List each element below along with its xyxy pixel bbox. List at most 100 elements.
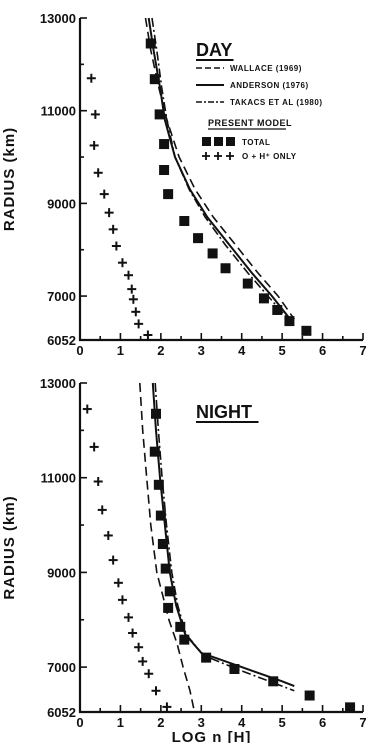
data-point-o-hplus (124, 612, 134, 622)
data-point-o-hplus (86, 73, 96, 83)
y-tick-label: 6052 (47, 705, 76, 720)
legend-line-label: ANDERSON (1976) (230, 81, 309, 90)
x-tick-label: 6 (319, 343, 326, 358)
data-point-o-hplus (90, 109, 100, 119)
data-point-o-hplus (89, 140, 99, 150)
legend-line-label: WALLACE (1969) (230, 64, 302, 73)
data-point-total (201, 652, 212, 663)
data-point-o-hplus (111, 241, 121, 251)
series-line-solid (151, 382, 295, 688)
y-tick-label: 6052 (47, 333, 76, 348)
data-point-total (154, 109, 165, 120)
data-point-o-hplus (93, 168, 103, 178)
data-point-o-hplus (128, 628, 138, 638)
y-tick-label: 11000 (41, 104, 76, 119)
x-tick-label: 0 (76, 343, 83, 358)
x-tick-label: 1 (117, 715, 124, 730)
data-point-o-hplus (97, 505, 107, 515)
data-point-o-hplus (124, 270, 134, 280)
data-point-total (229, 664, 240, 675)
data-point-o-hplus (93, 476, 103, 486)
data-point-o-hplus (99, 189, 109, 199)
legend-square (202, 137, 211, 146)
data-point-o-hplus (162, 702, 172, 712)
data-point-total (149, 74, 160, 85)
panel-title: DAY (196, 40, 232, 60)
panel-title: NIGHT (196, 402, 252, 422)
data-point-total (157, 538, 168, 549)
data-point-total (145, 38, 156, 49)
x-axis-title: LOG n [H] (172, 729, 252, 743)
data-point-total (304, 690, 315, 701)
data-point-total (258, 293, 269, 304)
x-tick-label: 0 (76, 715, 83, 730)
series-line-dashdot (151, 17, 289, 320)
day-panel: 0 1 2 3 4 5 6 7 6052 7000 9000 11000 13000 RADIUS (km… (1, 11, 367, 358)
x-tick-label: 5 (279, 343, 286, 358)
data-point-o-hplus (89, 442, 99, 452)
legend-square (214, 137, 223, 146)
data-point-o-hplus (113, 578, 123, 588)
data-point-o-hplus (131, 307, 141, 317)
data-point-o-hplus (108, 555, 118, 565)
axis-frame (78, 383, 363, 714)
y-tick-label: 7000 (47, 289, 76, 304)
data-point-o-hplus (134, 642, 144, 652)
data-point-o-hplus (104, 208, 114, 218)
y-tick-label: 13000 (40, 11, 76, 26)
series-line-dashed (139, 382, 195, 710)
legend-square (226, 137, 235, 146)
y-tick-label: 11000 (41, 471, 76, 486)
data-point-total (179, 215, 190, 226)
data-point-total (242, 278, 253, 289)
data-point-o-hplus (144, 669, 154, 679)
data-point-total (193, 233, 204, 244)
data-point-total (272, 304, 283, 315)
data-point-o-hplus (117, 258, 127, 268)
y-tick-label: 13000 (40, 376, 76, 391)
night-panel: 0 1 2 3 4 5 6 7 6052 7000 9000 11000 13000 RADIUS (km… (1, 376, 367, 743)
data-point-total (268, 676, 279, 687)
y-tick-label: 7000 (47, 660, 76, 675)
x-tick-label: 4 (238, 715, 246, 730)
legend-line-label: TAKACS ET AL (1980) (230, 98, 322, 107)
legend: WALLACE (1969) ANDERSON (1976) TAKACS ET A… (196, 64, 322, 161)
data-point-o-hplus (117, 595, 127, 605)
data-point-o-hplus (82, 404, 92, 414)
data-point-o-hplus (108, 224, 118, 234)
x-tick-label: 6 (319, 715, 326, 730)
axis-frame (78, 18, 363, 342)
x-tick-label: 1 (117, 343, 124, 358)
legend-total-label: TOTAL (242, 138, 270, 147)
data-point-o-hplus (138, 656, 148, 666)
x-tick-label: 3 (198, 715, 205, 730)
data-point-total (175, 621, 186, 632)
x-tick-label: 4 (238, 343, 246, 358)
data-point-total (153, 479, 164, 490)
y-axis-title: RADIUS (km) (1, 127, 18, 231)
data-point-total (149, 446, 160, 457)
x-tick-label: 2 (157, 715, 164, 730)
x-tick-label: 3 (198, 343, 205, 358)
data-point-total (220, 263, 231, 274)
legend-model-header: PRESENT MODEL (208, 118, 292, 128)
data-point-total (160, 563, 171, 574)
x-tick-label: 7 (359, 343, 366, 358)
x-tick-label: 5 (279, 715, 286, 730)
data-point-o-hplus (128, 294, 138, 304)
x-tick-label: 2 (157, 343, 164, 358)
data-point-total (284, 316, 295, 327)
data-point-o-hplus (143, 330, 153, 340)
data-point-total (159, 165, 170, 176)
y-tick-label: 9000 (47, 565, 76, 580)
data-point-o-hplus (103, 530, 113, 540)
x-tick-label: 7 (359, 715, 366, 730)
data-point-total (163, 189, 174, 200)
data-point-total (155, 510, 166, 521)
data-point-o-hplus (151, 686, 161, 696)
data-point-total (159, 139, 170, 150)
data-point-total (301, 325, 312, 336)
series-line-dashdot (154, 382, 295, 692)
data-point-total (163, 602, 174, 613)
